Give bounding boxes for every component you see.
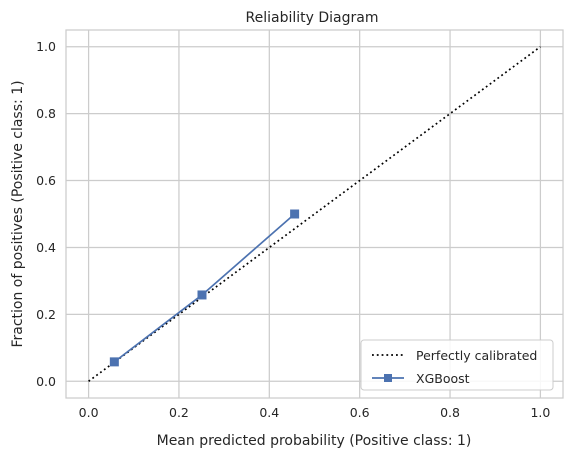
y-axis-label: Fraction of positives (Positive class: 1… xyxy=(10,80,26,347)
y-tick-label: 0.4 xyxy=(36,240,56,255)
legend: Perfectly calibrated XGBoost xyxy=(360,339,554,391)
x-tick-label: 0.6 xyxy=(350,405,370,420)
x-tick-label: 0.4 xyxy=(259,405,279,420)
xgboost-data-point xyxy=(197,290,207,300)
x-tick-label: 0.0 xyxy=(79,405,99,420)
legend-xgboost-label: XGBoost xyxy=(416,371,470,386)
legend-xgboost-marker xyxy=(384,374,392,382)
tick-labels: 0.0 0.2 0.4 0.6 0.8 1.0 0.0 0.2 0.4 0.6 0.8 1.0 xyxy=(36,39,550,420)
xgboost-data-point xyxy=(290,209,300,219)
series xyxy=(88,46,541,382)
y-tick-label: 0.2 xyxy=(36,307,56,322)
legend-perfect-label: Perfectly calibrated xyxy=(416,348,537,363)
x-tick-label: 1.0 xyxy=(530,405,550,420)
plot-frame xyxy=(65,29,564,399)
y-tick-label: 0.8 xyxy=(36,106,56,121)
y-tick-label: 0.6 xyxy=(36,173,56,188)
y-tick-label: 1.0 xyxy=(36,39,56,54)
legend-box xyxy=(360,339,554,391)
x-tick-label: 0.8 xyxy=(440,405,460,420)
chart-title: Reliability Diagram xyxy=(246,10,379,26)
series-line-perfectly-calibrated xyxy=(88,46,541,382)
grid xyxy=(66,30,563,398)
series-line-xgboost xyxy=(113,213,296,363)
y-tick-label: 0.0 xyxy=(36,374,56,389)
x-axis-label: Mean predicted probability (Positive cla… xyxy=(157,433,472,449)
xgboost-data-point xyxy=(109,357,119,367)
x-tick-label: 0.2 xyxy=(169,405,189,420)
